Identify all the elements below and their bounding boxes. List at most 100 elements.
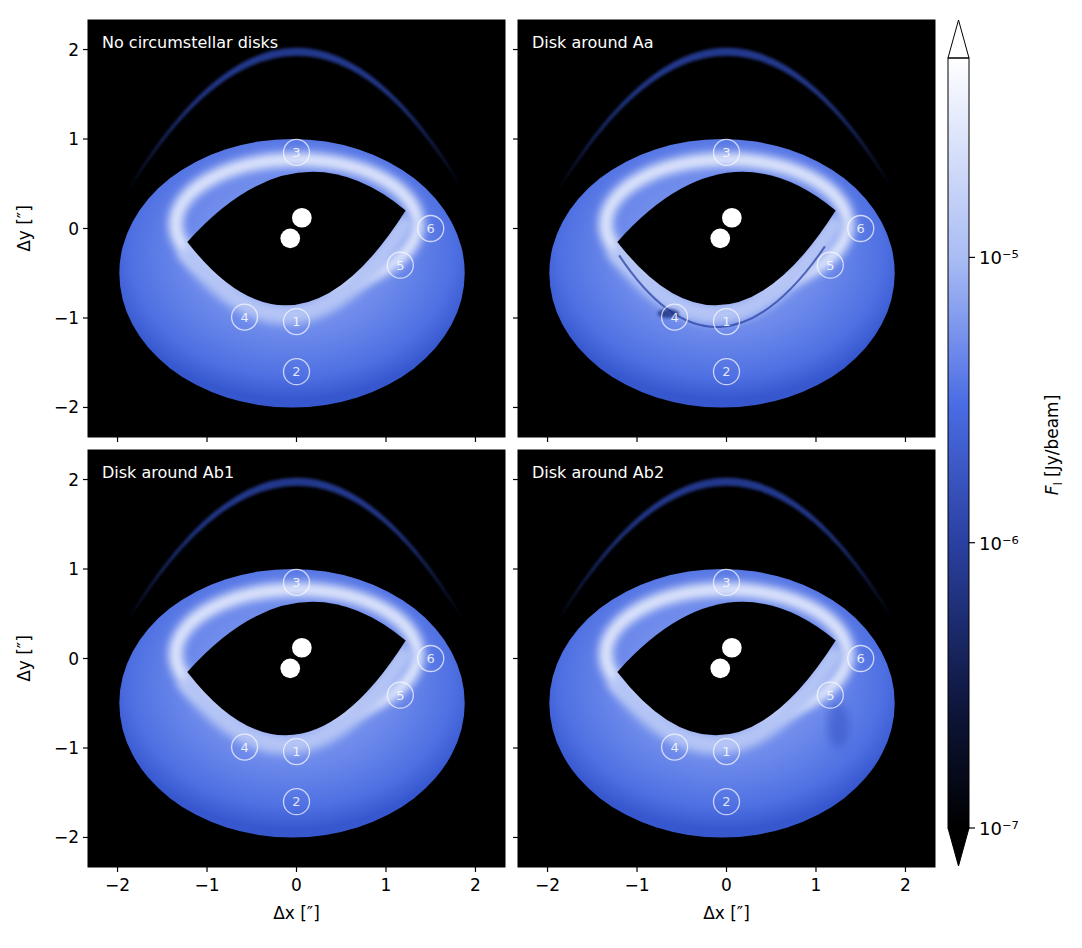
- marker-label: 1: [722, 744, 730, 759]
- cavity: [617, 172, 835, 305]
- y-tick-label: 0: [68, 219, 79, 239]
- colorbar-title-subscript: I: [1051, 482, 1065, 486]
- y-tick-label: 0: [68, 649, 79, 669]
- marker-label: 4: [240, 310, 248, 325]
- y-tick-label: 2: [68, 470, 79, 490]
- x-tick-label: −1: [624, 875, 649, 895]
- background: [88, 20, 505, 437]
- y-tick: [513, 479, 518, 480]
- cavity: [187, 602, 405, 735]
- panel-image: [518, 450, 935, 867]
- marker-circle: [418, 216, 444, 242]
- colorbar-extend-bottom: [948, 828, 969, 866]
- colorbar-tick: [969, 257, 975, 258]
- star: [722, 208, 742, 228]
- x-tick: [547, 867, 548, 872]
- marker-label: 4: [670, 740, 678, 755]
- x-tick: [726, 867, 727, 872]
- y-axis-title: Δy [″]: [14, 635, 34, 682]
- marker-circle: [848, 646, 874, 672]
- marker-label: 5: [396, 258, 404, 273]
- y-tick: [83, 138, 88, 139]
- marker-circle: [284, 569, 310, 595]
- y-tick: [83, 568, 88, 569]
- y-tick: [513, 747, 518, 748]
- y-tick: [83, 317, 88, 318]
- marker-circle: [848, 216, 874, 242]
- y-tick: [83, 747, 88, 748]
- background: [518, 450, 935, 867]
- colorbar-tick: [969, 542, 975, 543]
- x-tick: [117, 867, 118, 872]
- colorbar-frame: [948, 58, 969, 828]
- x-tick-label: 0: [291, 875, 302, 895]
- x-tick-label: 1: [811, 875, 822, 895]
- y-tick: [83, 407, 88, 408]
- colorbar-title: FI [Jy/beam]: [1042, 395, 1065, 496]
- cavity: [187, 172, 405, 305]
- disk-body: [119, 139, 464, 407]
- y-tick: [513, 568, 518, 569]
- panel-title: Disk around Ab2: [532, 463, 664, 482]
- marker-circle: [714, 789, 740, 815]
- marker-circle: [714, 569, 740, 595]
- panel-title: Disk around Aa: [532, 33, 654, 52]
- y-tick-label: −2: [54, 827, 79, 847]
- x-tick: [636, 437, 637, 442]
- colorbar-title-symbol: F: [1042, 485, 1062, 495]
- x-tick: [296, 867, 297, 872]
- frame: [518, 20, 935, 437]
- star: [292, 638, 312, 658]
- marker-circle: [714, 739, 740, 765]
- x-tick: [475, 437, 476, 442]
- marker-label: 3: [292, 145, 300, 160]
- x-tick: [206, 437, 207, 442]
- x-tick-label: −2: [105, 875, 130, 895]
- y-tick: [83, 658, 88, 659]
- y-tick: [513, 317, 518, 318]
- frame: [518, 450, 935, 867]
- x-tick-label: 1: [381, 875, 392, 895]
- marker-label: 1: [722, 314, 730, 329]
- x-tick: [815, 437, 816, 442]
- y-tick: [83, 49, 88, 50]
- y-tick: [513, 49, 518, 50]
- marker-label: 3: [722, 145, 730, 160]
- x-tick-label: 2: [900, 875, 911, 895]
- y-tick-label: −1: [54, 738, 79, 758]
- x-tick-label: −1: [194, 875, 219, 895]
- marker-circle: [284, 739, 310, 765]
- y-tick: [513, 228, 518, 229]
- panel-image: [88, 450, 505, 867]
- star: [710, 659, 730, 679]
- marker-circle: [714, 309, 740, 335]
- marker-label: 2: [722, 364, 730, 379]
- star: [280, 229, 300, 249]
- y-tick-label: 1: [68, 129, 79, 149]
- figure: 123456No circumstellar disks−2−1012Δy [″…: [0, 0, 1082, 948]
- marker-label: 2: [722, 794, 730, 809]
- disk-body: [549, 569, 894, 837]
- x-tick-label: −2: [535, 875, 560, 895]
- panel-title: Disk around Ab1: [102, 463, 234, 482]
- x-tick: [475, 867, 476, 872]
- marker-circle: [817, 252, 843, 278]
- colorbar-title-unit: [Jy/beam]: [1042, 395, 1062, 477]
- star: [292, 208, 312, 228]
- y-tick: [83, 837, 88, 838]
- x-tick: [117, 437, 118, 442]
- disk-body: [119, 569, 464, 837]
- panel-image: [518, 20, 935, 437]
- marker-circle: [284, 789, 310, 815]
- marker-circle: [714, 139, 740, 165]
- x-tick: [547, 437, 548, 442]
- star: [722, 638, 742, 658]
- marker-label: 6: [427, 651, 435, 666]
- marker-label: 1: [292, 744, 300, 759]
- frame: [88, 20, 505, 437]
- x-axis-title: Δx [″]: [273, 903, 320, 923]
- cavity: [617, 602, 835, 735]
- marker-circle: [387, 682, 413, 708]
- marker-circle: [817, 682, 843, 708]
- marker-circle: [662, 734, 688, 760]
